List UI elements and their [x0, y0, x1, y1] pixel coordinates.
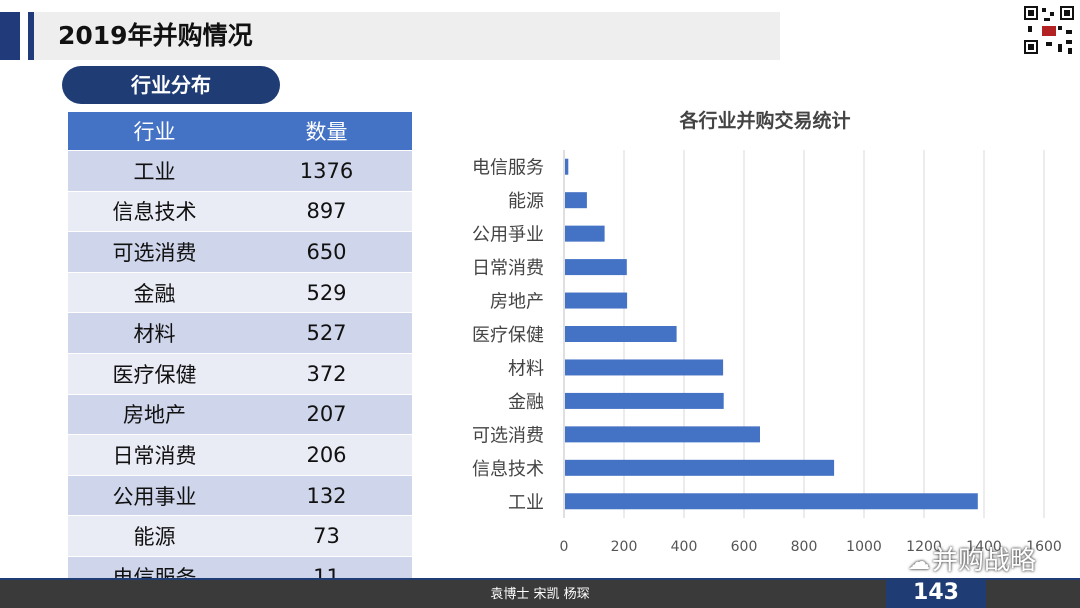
industry-cell: 信息技术: [68, 190, 241, 232]
industry-cell: 能源: [68, 515, 241, 557]
x-tick-label: 1400: [966, 539, 1002, 555]
y-category-label: 电信服务: [472, 158, 544, 179]
wechat-icon: ☁: [908, 550, 930, 575]
count-cell: 529: [241, 271, 412, 313]
x-tick-label: 0: [560, 539, 569, 555]
x-tick-label: 800: [791, 539, 818, 555]
title-strip: [28, 12, 780, 60]
qr-code-icon: [1022, 4, 1076, 56]
industry-cell: 日常消费: [68, 434, 241, 476]
bar: [565, 359, 724, 376]
table-row: 医疗保健 372: [68, 352, 412, 395]
footer-authors: 袁博士 宋凯 杨琛: [490, 587, 590, 602]
watermark: ☁并购战略: [908, 546, 1036, 578]
y-category-label: 信息技术: [472, 459, 544, 480]
industry-cell: 金融: [68, 271, 241, 313]
accent-bar: [0, 12, 20, 60]
bar: [565, 493, 978, 510]
y-category-label: 金融: [508, 392, 544, 413]
bar: [565, 192, 587, 209]
y-category-label: 能源: [508, 191, 544, 212]
count-cell: 527: [241, 312, 412, 354]
count-cell: 132: [241, 474, 412, 516]
table-row: 房地产 207: [68, 393, 412, 435]
industry-cell: 材料: [68, 312, 241, 354]
y-category-label: 日常消费: [472, 258, 544, 279]
bar: [565, 225, 605, 242]
x-tick-label: 200: [611, 539, 638, 555]
count-cell: 73: [241, 515, 412, 557]
table-row: 能源 73: [68, 515, 412, 557]
count-cell: 1376: [241, 150, 412, 192]
table-row: 可选消费 650: [68, 231, 412, 273]
table-row: 公用事业 132: [68, 474, 412, 516]
page-title: 2019年并购情况: [58, 21, 253, 50]
table-header-count: 数量: [241, 112, 412, 151]
table-row: 金融 529: [68, 271, 412, 313]
y-category-label: 公用爭业: [472, 225, 544, 246]
chart-title: 各行业并购交易统计: [678, 109, 850, 132]
footer-line: [0, 578, 1080, 580]
table-row: 日常消费 206: [68, 434, 412, 476]
y-category-label: 工业: [508, 492, 544, 513]
industry-cell: 公用事业: [68, 474, 241, 516]
y-category-label: 材料: [508, 358, 544, 379]
bar: [565, 426, 760, 443]
table-row: 工业 1376: [68, 150, 412, 192]
chart-area: 电信服务能源公用爭业日常消费房地产医疗保健材料金融可选消费信息技术工业 0 200…: [440, 98, 1080, 568]
x-tick-label: 1600: [1026, 539, 1062, 555]
industry-cell: 医疗保健: [68, 352, 241, 395]
bar: [565, 392, 724, 409]
count-cell: 897: [241, 190, 412, 232]
table-row: 信息技术 897: [68, 190, 412, 232]
page-number: 143: [886, 578, 986, 608]
x-tick-label: 1000: [846, 539, 882, 555]
bar: [565, 459, 835, 476]
count-cell: 206: [241, 434, 412, 476]
bar: [565, 326, 677, 342]
y-category-label: 可选消费: [472, 425, 544, 446]
bar: [565, 158, 569, 175]
section-pill: 行业分布: [62, 66, 280, 104]
watermark-text: 并购战略: [932, 546, 1037, 576]
bar: [565, 292, 628, 309]
industry-cell: 工业: [68, 150, 241, 192]
x-tick-label: 1200: [906, 539, 942, 555]
y-category-label: 医疗保健: [472, 325, 544, 346]
count-cell: 372: [241, 352, 412, 395]
count-cell: 650: [241, 231, 412, 273]
table-row: 材料 527: [68, 312, 412, 354]
y-category-label: 房地产: [490, 292, 544, 313]
table-header-industry: 行业: [68, 112, 241, 151]
industry-cell: 可选消费: [68, 231, 241, 273]
table-header-row: 行业 数量: [68, 112, 412, 151]
x-tick-label: 600: [731, 539, 758, 555]
industry-cell: 房地产: [68, 393, 241, 435]
count-cell: 207: [241, 393, 412, 435]
x-tick-label: 400: [671, 539, 698, 555]
industry-table: 行业 数量 工业 1376 信息技术 897 可选消费 650 金融 529 材料 527 医疗保健…: [68, 112, 412, 597]
bar: [565, 259, 627, 276]
